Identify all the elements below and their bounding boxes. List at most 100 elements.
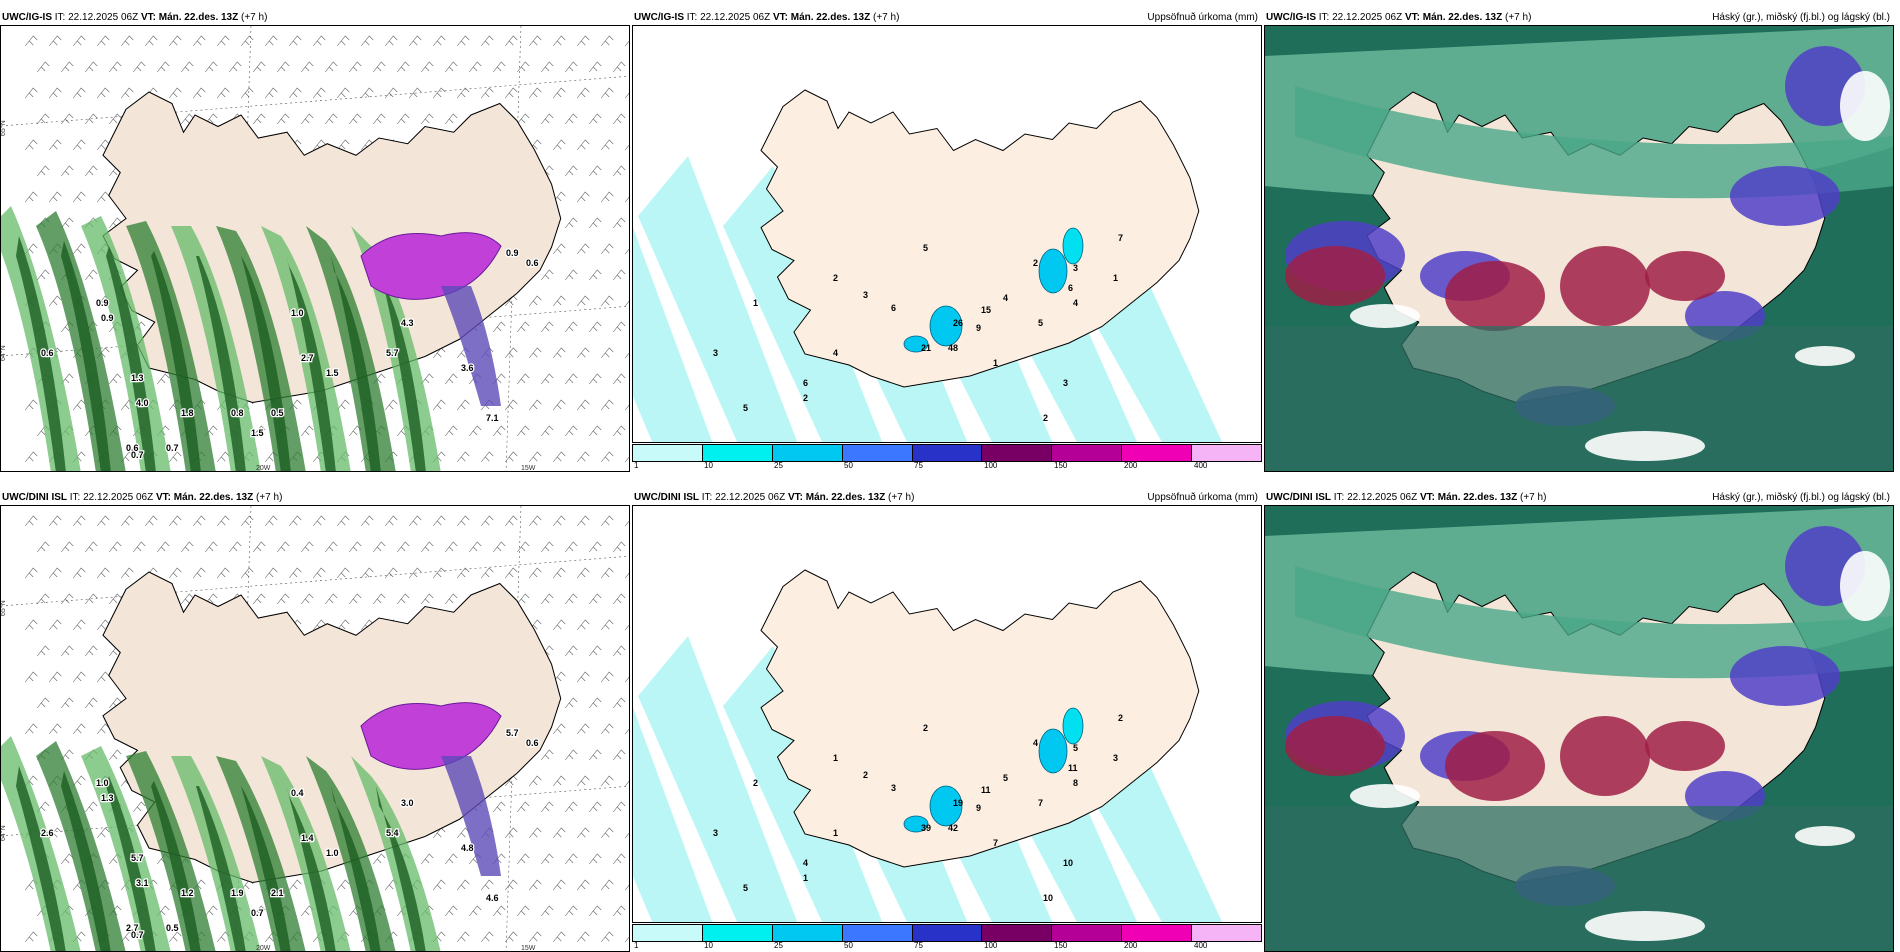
wind-barb [516, 321, 530, 333]
precip-value-label: 3.1 [136, 878, 149, 888]
precip-value-label: 7 [1038, 798, 1043, 808]
wind-barb [624, 92, 629, 99]
wind-barb [300, 61, 314, 73]
wind-barb [456, 879, 470, 891]
clear-patch [1585, 431, 1705, 461]
wind-barb [156, 373, 170, 385]
precip-value-label: 1 [1113, 273, 1118, 283]
high-cloud-band [1295, 86, 1893, 199]
wind-barb [384, 567, 398, 579]
wind-barb [288, 35, 302, 47]
wind-barb [576, 775, 590, 787]
precip-map[interactable]: 26 48 21 15 9 5 4 6 3 2 1 7 3 2 1 4 5 6 3 2 1 3 6 4 5 2 [632, 25, 1262, 443]
wind-barb [624, 196, 629, 203]
precip-value-label: 3 [863, 290, 868, 300]
precip-streak-core [196, 256, 246, 471]
wind-barb [24, 139, 38, 151]
wind-barb [48, 191, 62, 203]
wind-barb [456, 515, 470, 527]
colorbar-tick-label: 25 [774, 941, 783, 950]
wind-barb [312, 567, 326, 579]
panel-title: UWC/IG-IS IT: 22.12.2025 06Z VT: Mán. 22… [2, 12, 268, 23]
wind-barb [36, 697, 50, 709]
axis-label: 65°N [1, 120, 7, 136]
precip-spot [1062, 227, 1084, 265]
wind-barb [612, 801, 626, 813]
wind-barb [36, 645, 50, 657]
iceland-landmass [102, 571, 562, 884]
wind-barb [528, 87, 542, 99]
precip-streak-core [331, 256, 381, 471]
cloud-title: Háský (gr.), miðský (fj.bl.) og lágský (… [1712, 492, 1890, 503]
panel-cloud-bottom: UWC/DINI ISL IT: 22.12.2025 06Z VT: Mán.… [1264, 490, 1894, 952]
wind-barb [120, 931, 134, 943]
wind-barb [576, 295, 590, 307]
wind-barb [336, 515, 350, 527]
precip-value-label: 3 [891, 783, 896, 793]
precip-value-label: 1.9 [231, 888, 244, 898]
wind-barb [48, 619, 62, 631]
wind-barb [96, 619, 110, 631]
colorbar-tick-label: 200 [1124, 941, 1138, 950]
wind-barb [504, 931, 518, 943]
panel-wind-top: UWC/IG-IS IT: 22.12.2025 06Z VT: Mán. 22… [0, 10, 630, 472]
wind-barb [612, 645, 626, 657]
high-cloud-band [1295, 566, 1893, 679]
wind-barb [576, 567, 590, 579]
wind-barb [108, 113, 122, 125]
precip-value-label: 7 [1118, 233, 1123, 243]
wind-barb [468, 905, 482, 917]
wind-barb [624, 404, 629, 411]
wind-barb [72, 723, 86, 735]
wind-barb [312, 35, 326, 47]
wind-barb [48, 723, 62, 735]
wind-barb [528, 399, 542, 411]
wind-barb [456, 567, 470, 579]
cloud-map[interactable] [1264, 505, 1894, 952]
wind-barb [60, 749, 74, 761]
wind-barb [360, 87, 374, 99]
wind-barb [444, 541, 458, 553]
colorbar-segment [1052, 925, 1123, 941]
wind-map[interactable]: 1.0 1.3 2.6 5.7 3.1 1.2 2.7 0.7 0.5 0.7 1.9 3.0 5.4 4… [0, 505, 630, 952]
wind-barb [516, 853, 530, 865]
colorbar-segment [702, 925, 773, 941]
wind-barb [36, 593, 50, 605]
precip-map[interactable]: 19 42 39 11 9 7 8 11 5 4 3 2 10 10 7 5 2 3 2 1 2 3 4 1 5 1 [632, 505, 1262, 923]
wind-barb [552, 451, 566, 463]
wind-barb [480, 931, 494, 943]
precip-value-label: 2 [1033, 258, 1038, 268]
precip-value-label: 6 [803, 378, 808, 388]
wind-barb [36, 61, 50, 73]
cloud-map[interactable] [1264, 25, 1894, 472]
wind-barb [528, 879, 542, 891]
wind-barb [588, 425, 602, 437]
wind-barb [612, 425, 626, 437]
precip-streak-core [376, 786, 426, 951]
precip-streak-core [16, 236, 66, 471]
precip-spot [929, 305, 963, 347]
wind-barb [600, 671, 614, 683]
wind-barb [516, 61, 530, 73]
wind-barb [276, 113, 290, 125]
wind-barb [72, 567, 86, 579]
precip-value-label: 4.3 [401, 318, 414, 328]
precip-value-label: 0.7 [251, 908, 264, 918]
colorbar-segment [1192, 445, 1262, 461]
magenta-area [360, 232, 502, 300]
wind-barb [24, 723, 38, 735]
wind-barb [444, 905, 458, 917]
wind-barb [24, 619, 38, 631]
low-cloud-patch [1560, 246, 1650, 326]
low-cloud [1285, 246, 1725, 331]
wind-map[interactable]: 0.9 0.9 0.6 1.3 4.0 1.8 0.6 0.7 0.7 1.5 0.8 4.3 5.7 3… [0, 25, 630, 472]
wind-barb [60, 645, 74, 657]
wind-barb [60, 217, 74, 229]
wind-barb [72, 775, 86, 787]
wind-barb [420, 113, 434, 125]
wind-barb [576, 723, 590, 735]
wind-barb [108, 749, 122, 761]
wind-barb [60, 373, 74, 385]
wind-barb [204, 113, 218, 125]
